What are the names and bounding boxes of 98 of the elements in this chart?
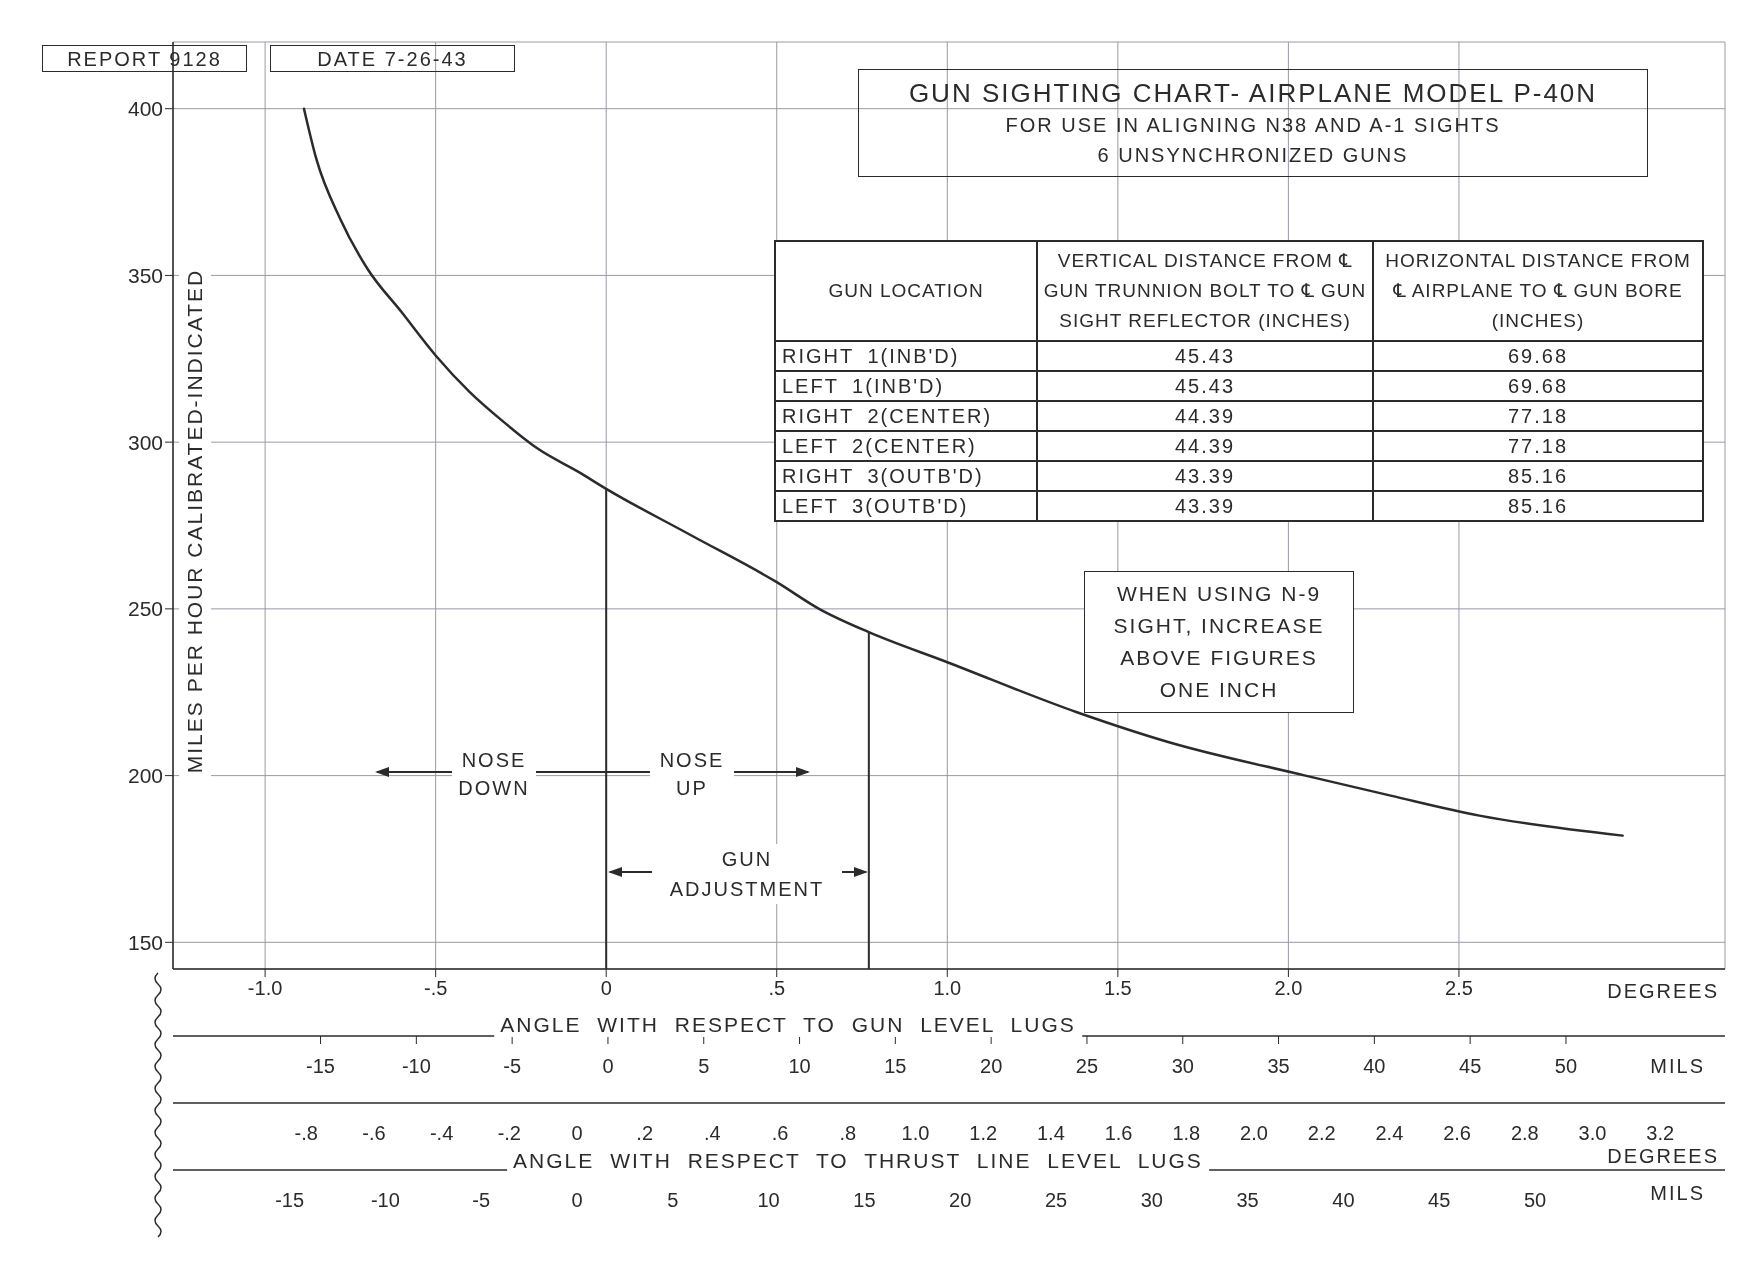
- text: MILS: [1650, 1181, 1705, 1205]
- text: 50: [1520, 1188, 1550, 1212]
- annotation: 69.68: [1373, 371, 1703, 401]
- x2-tick-label: 35: [1267, 1055, 1290, 1077]
- text: 35: [1233, 1188, 1262, 1212]
- x2-axis-title: MILS: [1650, 1054, 1705, 1078]
- text: 0: [568, 1121, 586, 1145]
- annotation: 45.43: [1037, 371, 1373, 401]
- annotation: NOSE DOWN: [452, 746, 536, 802]
- annotation: 69.68: [1373, 341, 1703, 371]
- text: 15: [850, 1188, 879, 1212]
- x-tick-label: -1.0: [247, 977, 283, 999]
- text: 1.4: [1033, 1121, 1068, 1145]
- text: 1.0: [898, 1121, 933, 1145]
- y-tick-label: 150: [127, 930, 163, 954]
- annotation: 85.16: [1373, 491, 1703, 521]
- x-tick-label: -.5: [423, 977, 448, 999]
- annotation: RIGHT 2(CENTER): [775, 401, 1037, 431]
- text: 2.0: [1237, 1121, 1271, 1145]
- text: 20: [946, 1188, 975, 1212]
- annotation: RIGHT 3(OUTB'D): [775, 461, 1037, 491]
- annotation: WHEN USING N-9 SIGHT, INCREASE ABOVE FIGURES ONE INCH: [1084, 571, 1354, 713]
- text: 25: [1041, 1188, 1071, 1212]
- text: .8: [836, 1121, 860, 1145]
- x2-tick-label: 10: [788, 1055, 811, 1077]
- annotation: 44.39: [1037, 431, 1373, 461]
- x2-tick-label: 15: [884, 1055, 907, 1077]
- x2-tick-label: 45: [1459, 1055, 1482, 1077]
- text: -.6: [359, 1121, 389, 1145]
- text: 3.0: [1575, 1121, 1610, 1145]
- text: 2.6: [1440, 1121, 1474, 1145]
- text: -5: [469, 1188, 494, 1212]
- annotation: 43.39: [1037, 491, 1373, 521]
- annotation: GUN LOCATION: [775, 241, 1037, 341]
- x-tick-label: .5: [768, 977, 786, 999]
- text: .2: [633, 1121, 657, 1145]
- annotation: LEFT 3(OUTB'D): [775, 491, 1037, 521]
- x-tick-label: 1.0: [933, 977, 962, 999]
- text: 1.8: [1169, 1121, 1204, 1145]
- x2-tick-label: 30: [1171, 1055, 1194, 1077]
- text: 2.4: [1372, 1121, 1407, 1145]
- text: -.4: [426, 1121, 457, 1145]
- x-tick-label: 0: [600, 977, 612, 999]
- x2-tick-label: -15: [306, 1055, 335, 1077]
- x2-tick-label: 40: [1363, 1055, 1386, 1077]
- y-axis-title: MILES PER HOUR CALIBRATED-INDICATED: [179, 258, 211, 784]
- y-tick-label: 200: [127, 764, 163, 788]
- x2-tick-label: -5: [503, 1055, 522, 1077]
- annotation: GUN ADJUSTMENT: [652, 844, 842, 904]
- y-tick-label: 350: [127, 263, 163, 287]
- x2-tick-label: 5: [698, 1055, 710, 1077]
- x2-tick-label: 25: [1075, 1055, 1099, 1077]
- x-axis-title: ANGLE WITH RESPECT TO GUN LEVEL LUGS: [494, 1013, 1082, 1037]
- annotation: 85.16: [1373, 461, 1703, 491]
- annotation: 44.39: [1037, 401, 1373, 431]
- text: 0: [568, 1188, 586, 1212]
- text: -.8: [291, 1121, 321, 1145]
- text: 5: [664, 1188, 682, 1212]
- annotation: NOSE UP: [650, 746, 734, 802]
- x2-tick-label: -10: [401, 1055, 431, 1077]
- x-tick-label: 1.5: [1103, 977, 1132, 999]
- text: .6: [768, 1121, 792, 1145]
- x2-tick-label: 20: [980, 1055, 1003, 1077]
- annotation: 43.39: [1037, 461, 1373, 491]
- annotation: 45.43: [1037, 341, 1373, 371]
- text: DEGREES: [1607, 1143, 1719, 1169]
- annotation: 77.18: [1373, 401, 1703, 431]
- y-tick-label: 400: [127, 97, 163, 121]
- x2-tick-label: 0: [602, 1055, 614, 1077]
- text: ANGLE WITH RESPECT TO THRUST LINE LEVEL LUGS: [507, 1149, 1209, 1173]
- text: DEGREES: [1607, 978, 1719, 1004]
- text: FOR USE IN ALIGNING N38 AND A-1 SIGHTS 6 UNSYNCHRONIZED GUNS: [1004, 113, 1502, 168]
- annotation: LEFT 2(CENTER): [775, 431, 1037, 461]
- text: 1.2: [966, 1121, 1001, 1145]
- annotation: RIGHT 1(INB'D): [775, 341, 1037, 371]
- text: 3.2: [1643, 1121, 1678, 1145]
- y-tick-label: 250: [127, 597, 163, 621]
- text: 1.6: [1101, 1121, 1136, 1145]
- annotation: 77.18: [1373, 431, 1703, 461]
- text: GUN SIGHTING CHART- AIRPLANE MODEL P-40N: [907, 77, 1599, 110]
- text: 2.2: [1304, 1121, 1339, 1145]
- x-tick-label: 2.0: [1274, 977, 1303, 999]
- text: 2.8: [1507, 1121, 1542, 1145]
- annotation: DATE 7-26-43: [270, 45, 515, 72]
- text: .4: [701, 1121, 724, 1145]
- text: 10: [754, 1188, 783, 1212]
- text: -.2: [494, 1121, 524, 1145]
- y-tick-label: 300: [127, 430, 163, 454]
- annotation: LEFT 1(INB'D): [775, 371, 1037, 401]
- x2-tick-label: 50: [1554, 1055, 1578, 1077]
- text: -15: [272, 1188, 308, 1212]
- annotation: VERTICAL DISTANCE FROM ℄ GUN TRUNNION BOLT TO ℄ GUN SIGHT REFLECTOR (INCHES): [1037, 241, 1373, 341]
- text: 30: [1137, 1188, 1166, 1212]
- text: -10: [367, 1188, 403, 1212]
- annotation: HORIZONTAL DISTANCE FROM ℄ AIRPLANE TO ℄ GUN BORE (INCHES): [1373, 241, 1703, 341]
- x-tick-label: 2.5: [1445, 977, 1473, 999]
- text: 40: [1329, 1188, 1358, 1212]
- text: 45: [1425, 1188, 1454, 1212]
